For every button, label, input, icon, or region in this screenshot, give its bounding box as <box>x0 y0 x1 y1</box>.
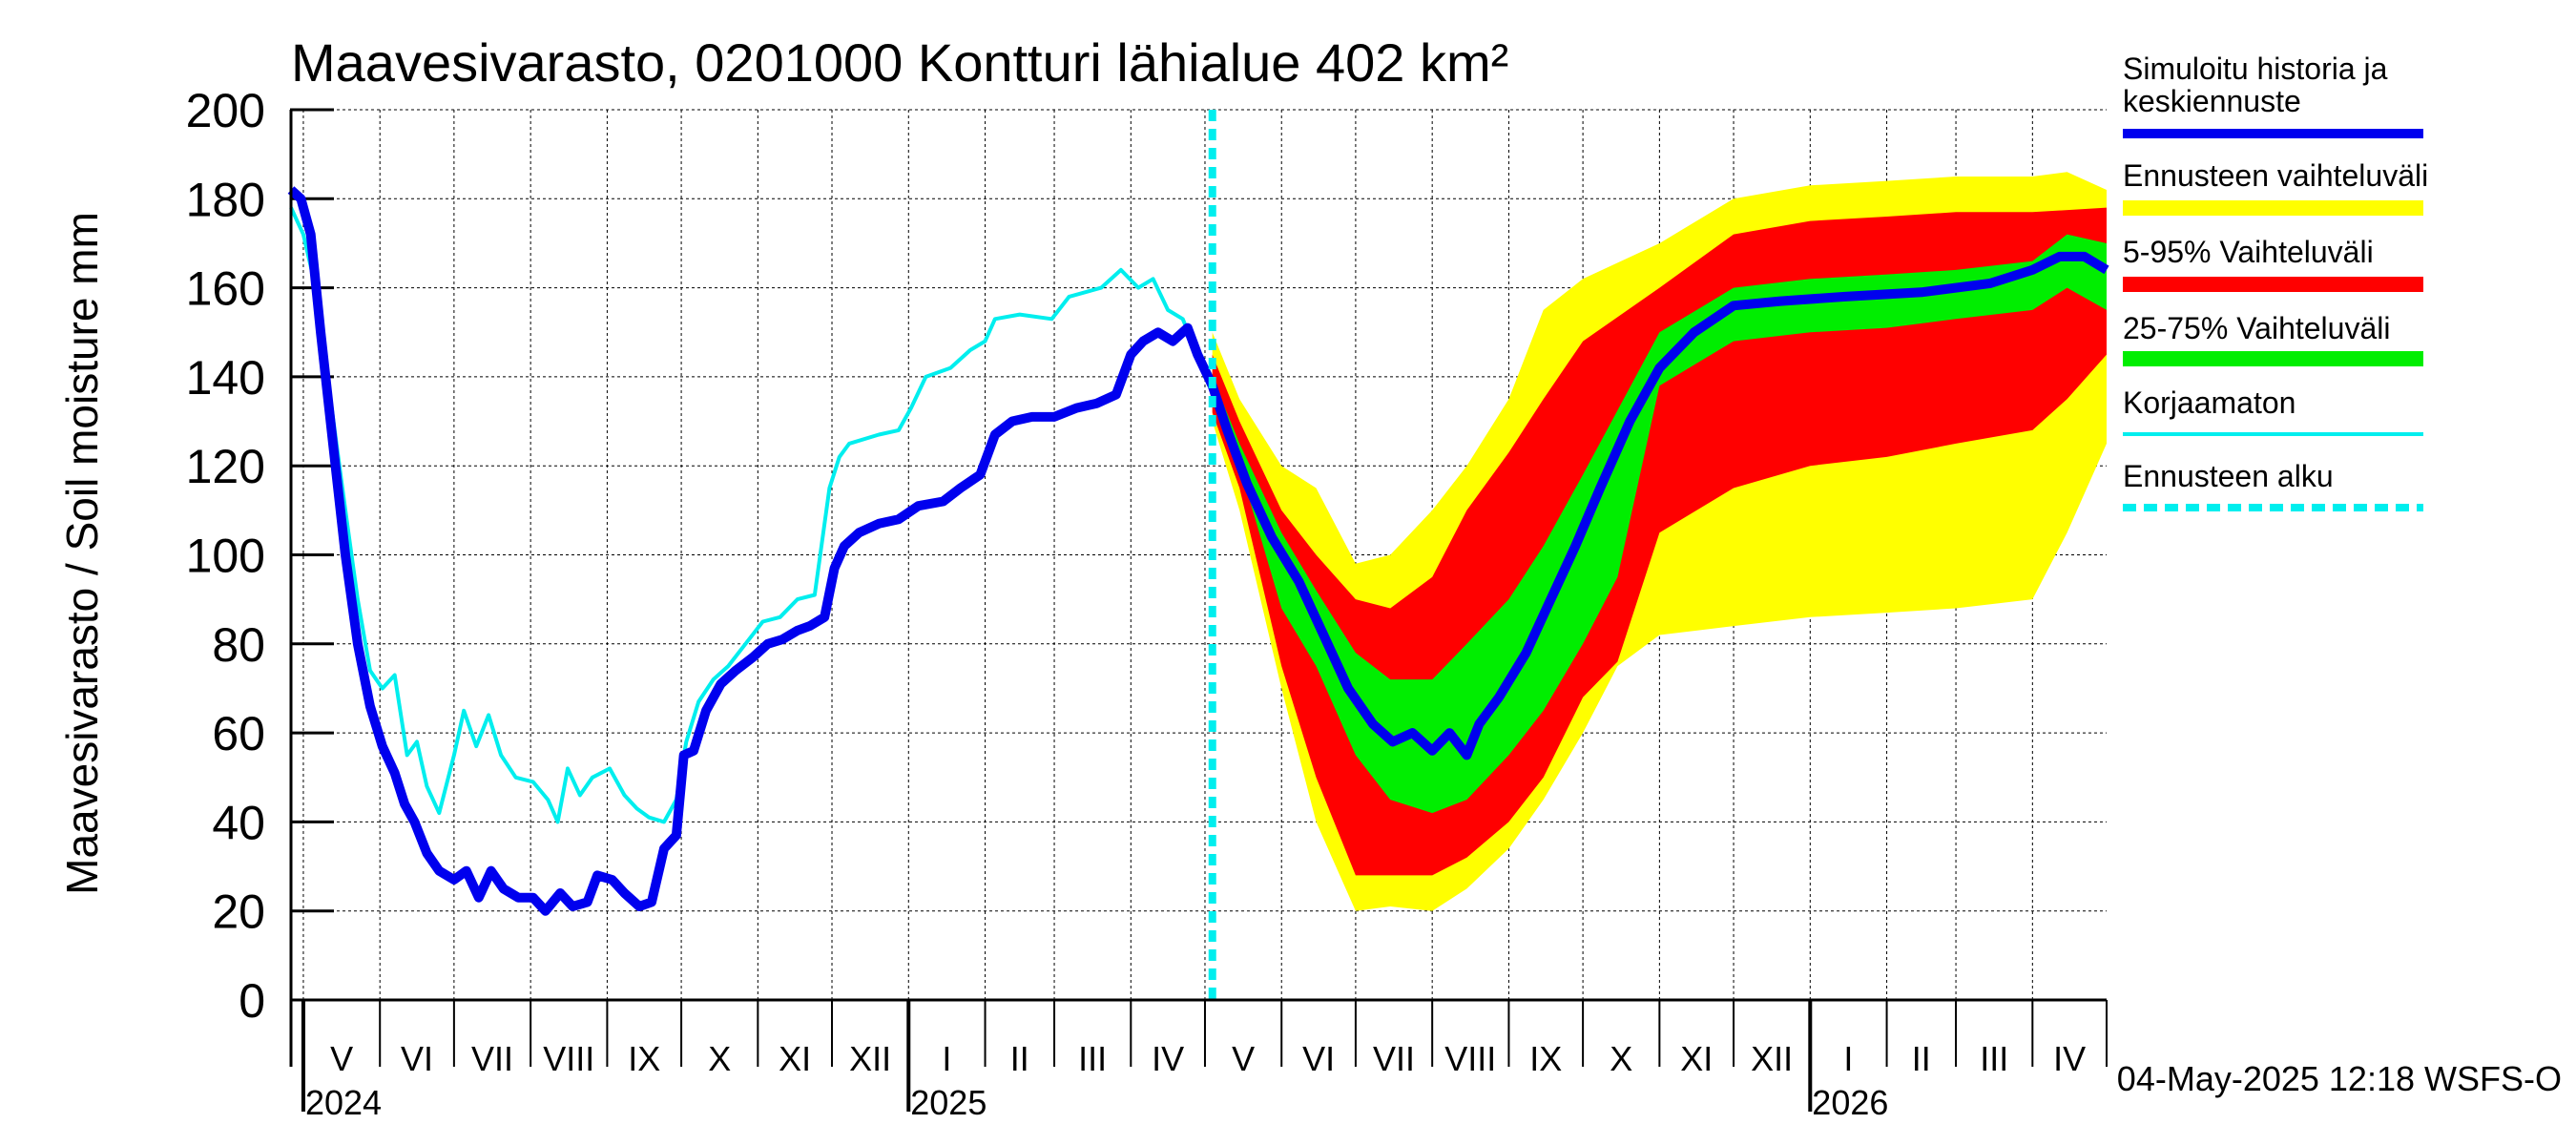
legend-label: Simuloitu historia ja keskiennuste <box>2123 52 2388 118</box>
month-label: I <box>1843 1039 1853 1078</box>
month-label: XI <box>1680 1039 1713 1078</box>
y-tick-label: 60 <box>212 707 265 760</box>
y-tick-label: 100 <box>186 530 265 583</box>
month-label: X <box>1610 1039 1632 1078</box>
month-label: IV <box>1152 1039 1184 1078</box>
legend-label: Ennusteen alku <box>2123 459 2334 493</box>
legend-label: 5-95% Vaihteluväli <box>2123 235 2374 269</box>
year-label: 2024 <box>305 1083 382 1122</box>
y-tick-label: 160 <box>186 262 265 316</box>
month-label: I <box>942 1039 951 1078</box>
y-tick-label: 0 <box>239 974 265 1028</box>
y-tick-label: 40 <box>212 796 265 849</box>
y-tick-label: 20 <box>212 885 265 939</box>
chart-title: Maavesivarasto, 0201000 Kontturi lähialu… <box>291 32 1508 93</box>
month-label: VII <box>1373 1039 1415 1078</box>
y-tick-label: 180 <box>186 173 265 226</box>
year-label: 2025 <box>910 1083 987 1122</box>
y-tick-label: 80 <box>212 618 265 672</box>
legend: Simuloitu historia ja keskiennuste Ennuste… <box>2123 52 2428 511</box>
band-25-75-vaihteluv-li <box>1212 234 2107 814</box>
legend-label: Ennusteen vaihteluväli <box>2123 158 2428 193</box>
month-label: V <box>330 1039 353 1078</box>
month-label: X <box>708 1039 731 1078</box>
month-label: XII <box>849 1039 891 1078</box>
legend-label: Korjaamaton <box>2123 385 2296 420</box>
month-label: VI <box>401 1039 433 1078</box>
month-label: XI <box>779 1039 811 1078</box>
month-label: VI <box>1302 1039 1335 1078</box>
month-label: III <box>1078 1039 1107 1078</box>
year-label: 2026 <box>1812 1083 1888 1122</box>
series-simulated-line <box>287 186 2109 916</box>
legend-label: 25-75% Vaihteluväli <box>2123 311 2390 345</box>
month-label: XII <box>1751 1039 1793 1078</box>
month-label: VII <box>471 1039 513 1078</box>
month-label: VIII <box>1444 1039 1496 1078</box>
month-label: V <box>1232 1039 1255 1078</box>
month-label: IV <box>2053 1039 2086 1078</box>
month-label: III <box>1980 1039 2008 1078</box>
month-label: II <box>1010 1039 1029 1078</box>
y-axis-label: Maavesivarasto / Soil moisture mm <box>57 212 107 895</box>
timestamp-footer: 04-May-2025 12:18 WSFS-O <box>2117 1059 2562 1098</box>
month-label: II <box>1912 1039 1931 1078</box>
month-label: IX <box>1529 1039 1562 1078</box>
y-tick-label: 200 <box>186 84 265 137</box>
y-tick-label: 140 <box>186 351 265 405</box>
month-label: VIII <box>543 1039 594 1078</box>
month-label: IX <box>628 1039 660 1078</box>
y-tick-label: 120 <box>186 440 265 493</box>
